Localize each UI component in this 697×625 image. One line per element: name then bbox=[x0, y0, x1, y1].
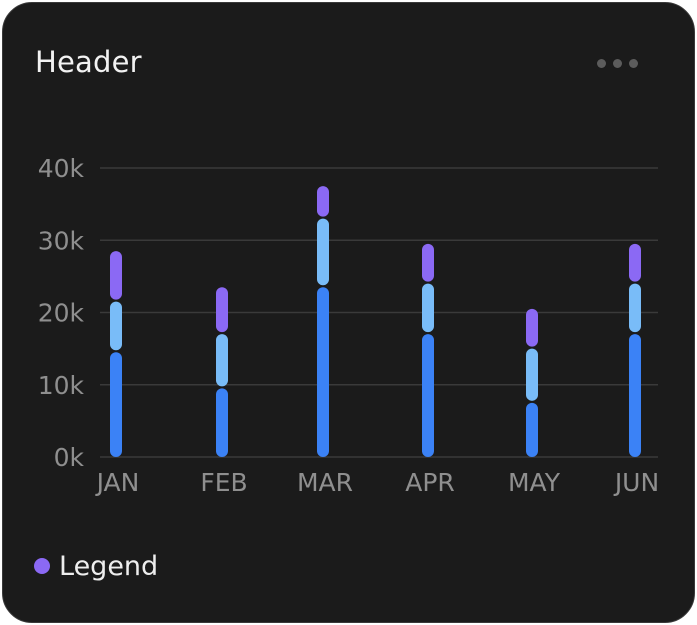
y-tick-label: 20k bbox=[38, 299, 85, 328]
bar-segment[interactable] bbox=[317, 186, 329, 217]
bar-segment[interactable] bbox=[629, 243, 641, 282]
bar-segment[interactable] bbox=[629, 283, 641, 333]
y-tick-label: 30k bbox=[38, 226, 85, 255]
y-tick-label: 10k bbox=[38, 371, 85, 400]
bar-segment[interactable] bbox=[422, 283, 434, 333]
bar-segment[interactable] bbox=[526, 402, 538, 457]
x-tick-label: APR bbox=[405, 468, 455, 497]
x-tick-label: JAN bbox=[95, 468, 140, 497]
bar-segment[interactable] bbox=[526, 308, 538, 347]
bar-segment[interactable] bbox=[110, 352, 122, 457]
bar-segment[interactable] bbox=[422, 334, 434, 457]
grid-lines bbox=[100, 167, 658, 458]
bar-segment[interactable] bbox=[110, 301, 122, 351]
bar-segment[interactable] bbox=[629, 334, 641, 457]
bar-segment[interactable] bbox=[216, 287, 228, 333]
bars bbox=[110, 186, 641, 457]
y-tick-label: 40k bbox=[38, 154, 85, 183]
x-tick-label: MAY bbox=[508, 468, 561, 497]
legend-swatch bbox=[34, 558, 50, 574]
x-axis-ticks: JAN FEB MAR APR MAY JUN bbox=[95, 468, 660, 497]
y-axis-ticks: 0k 10k 20k 30k 40k bbox=[38, 154, 85, 472]
bar-segment[interactable] bbox=[422, 243, 434, 282]
legend-label: Legend bbox=[59, 550, 159, 582]
legend: Legend bbox=[34, 550, 158, 582]
bar-segment[interactable] bbox=[317, 287, 329, 457]
bar-segment[interactable] bbox=[110, 251, 122, 300]
y-tick-label: 0k bbox=[54, 443, 85, 472]
menu-dot bbox=[613, 59, 622, 68]
x-tick-label: JUN bbox=[613, 468, 659, 497]
bar-segment[interactable] bbox=[216, 334, 228, 387]
menu-dot bbox=[597, 59, 606, 68]
x-tick-label: FEB bbox=[200, 468, 247, 497]
bar-segment[interactable] bbox=[526, 348, 538, 401]
card-title: Header bbox=[35, 45, 142, 79]
bar-segment[interactable] bbox=[216, 388, 228, 457]
menu-dot bbox=[629, 59, 638, 68]
x-tick-label: MAR bbox=[297, 468, 353, 497]
more-options-icon[interactable] bbox=[593, 55, 643, 71]
bar-segment[interactable] bbox=[317, 218, 329, 286]
